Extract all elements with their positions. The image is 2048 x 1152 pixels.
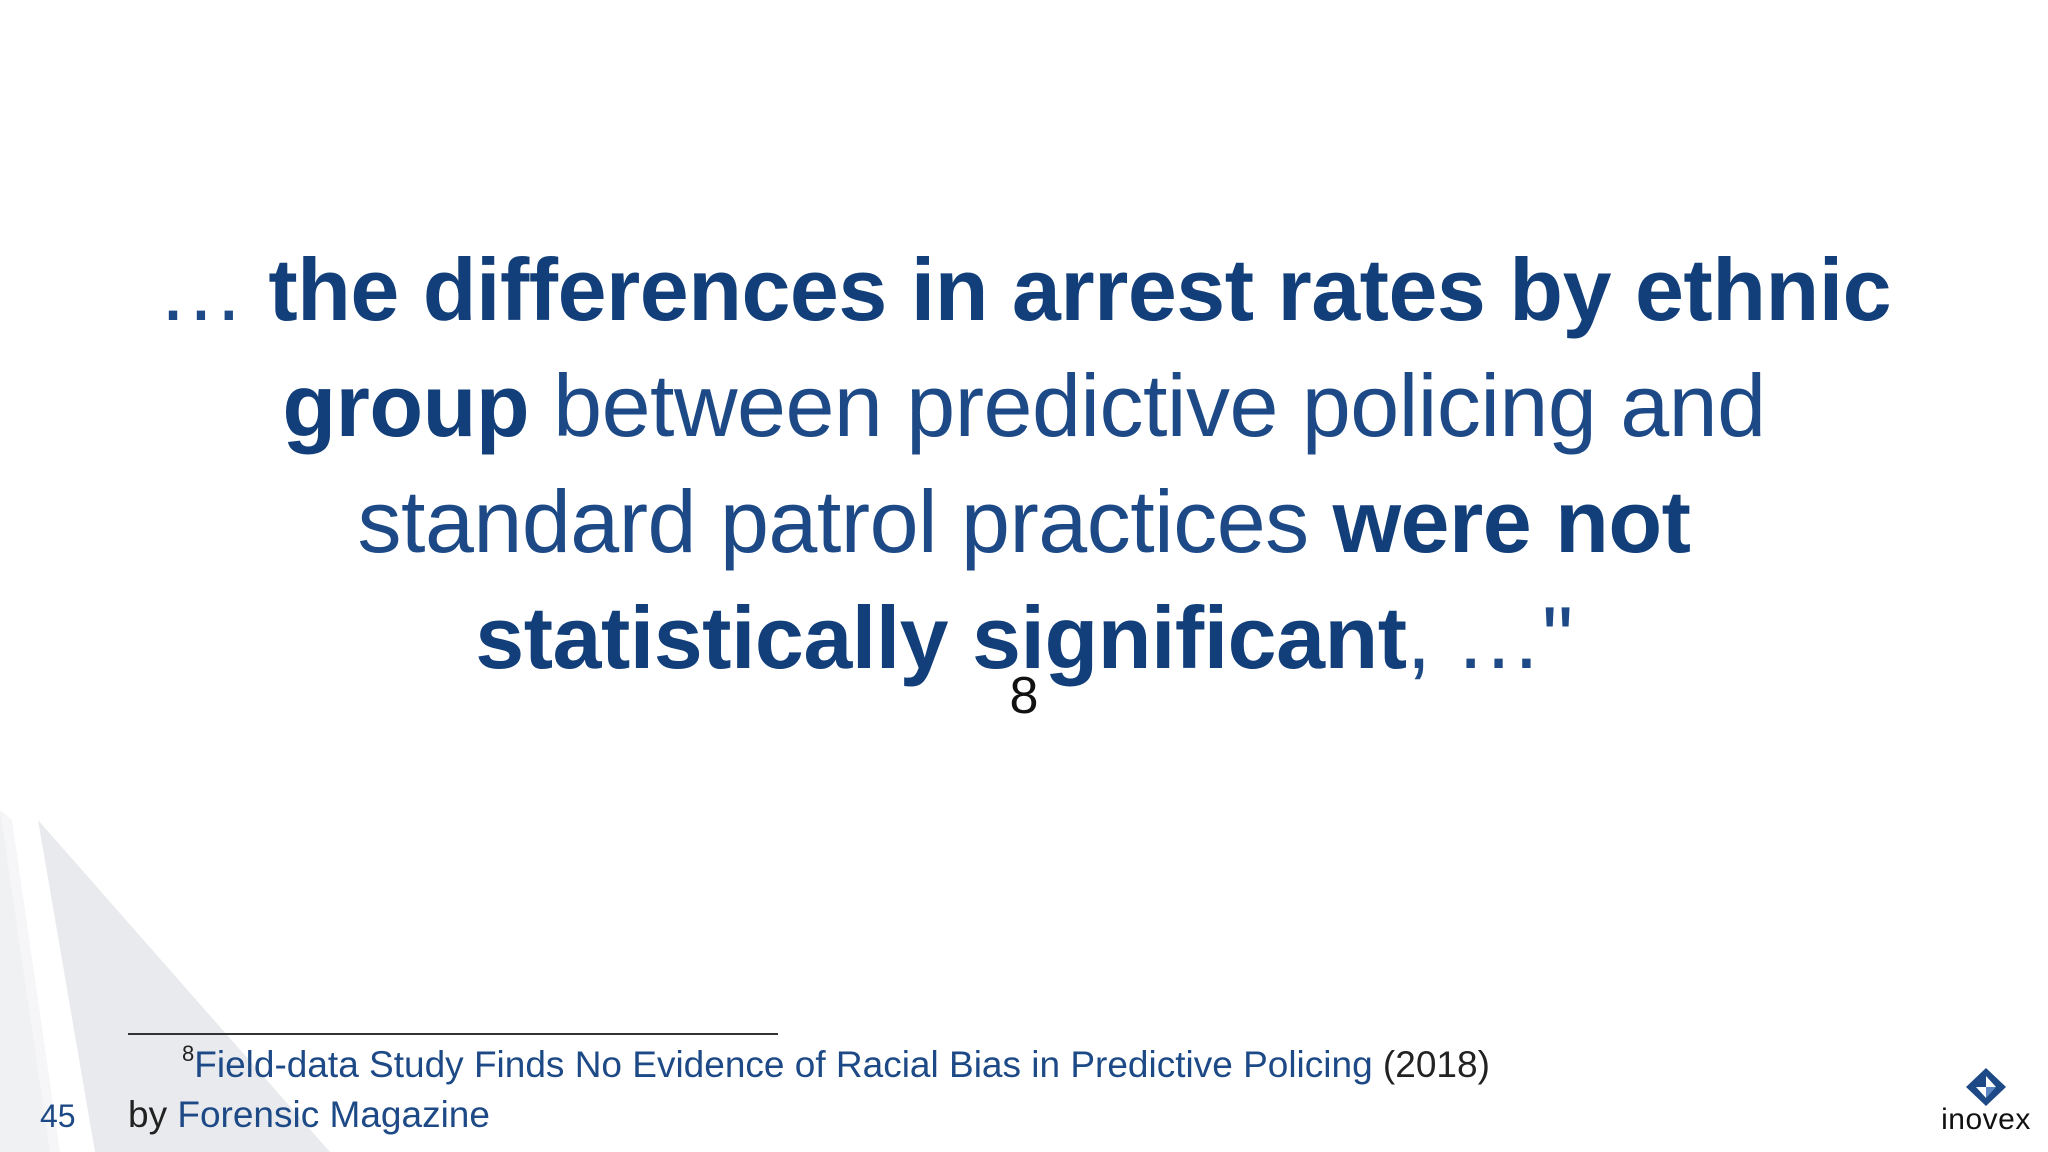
page-number: 45 xyxy=(40,1098,76,1134)
footnote-year: (2018) xyxy=(1372,1044,1490,1085)
inovex-logo-text: inovex xyxy=(1941,1103,2031,1136)
footnote-marker: 8 xyxy=(1009,667,1039,725)
footnote-by: by xyxy=(128,1094,178,1135)
quote-lead: … xyxy=(156,240,269,339)
footnote-publisher-link[interactable]: Forensic Magazine xyxy=(177,1094,490,1135)
inovex-diamond-icon xyxy=(1966,1068,2006,1106)
inovex-logo: inovex xyxy=(1936,1068,2036,1138)
footnote-line-2: by Forensic Magazine xyxy=(128,1090,1728,1140)
footnote-title-link[interactable]: Field-data Study Finds No Evidence of Ra… xyxy=(194,1044,1373,1085)
footnote-number: 8 xyxy=(182,1041,195,1066)
quote-light-1: between predictive policing and standard… xyxy=(357,356,1767,571)
quote-text: … the differences in arrest rates by eth… xyxy=(110,232,1938,696)
footnote-divider xyxy=(128,1033,778,1035)
quote-bold-2: were not statistically significant xyxy=(475,472,1691,687)
footnote: 8Field-data Study Finds No Evidence of R… xyxy=(128,1040,1728,1140)
quote-tail: , …" xyxy=(1406,588,1574,687)
quote-bold-1: the differences in arrest rates by ethni… xyxy=(268,240,1892,455)
footnote-line-1: 8Field-data Study Finds No Evidence of R… xyxy=(128,1040,1728,1090)
